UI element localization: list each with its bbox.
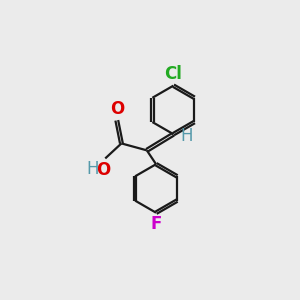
Text: H: H [86, 160, 99, 178]
Text: F: F [150, 215, 162, 233]
Text: H: H [181, 127, 193, 145]
Text: O: O [96, 161, 110, 179]
Text: Cl: Cl [164, 65, 182, 83]
Text: O: O [110, 100, 124, 118]
